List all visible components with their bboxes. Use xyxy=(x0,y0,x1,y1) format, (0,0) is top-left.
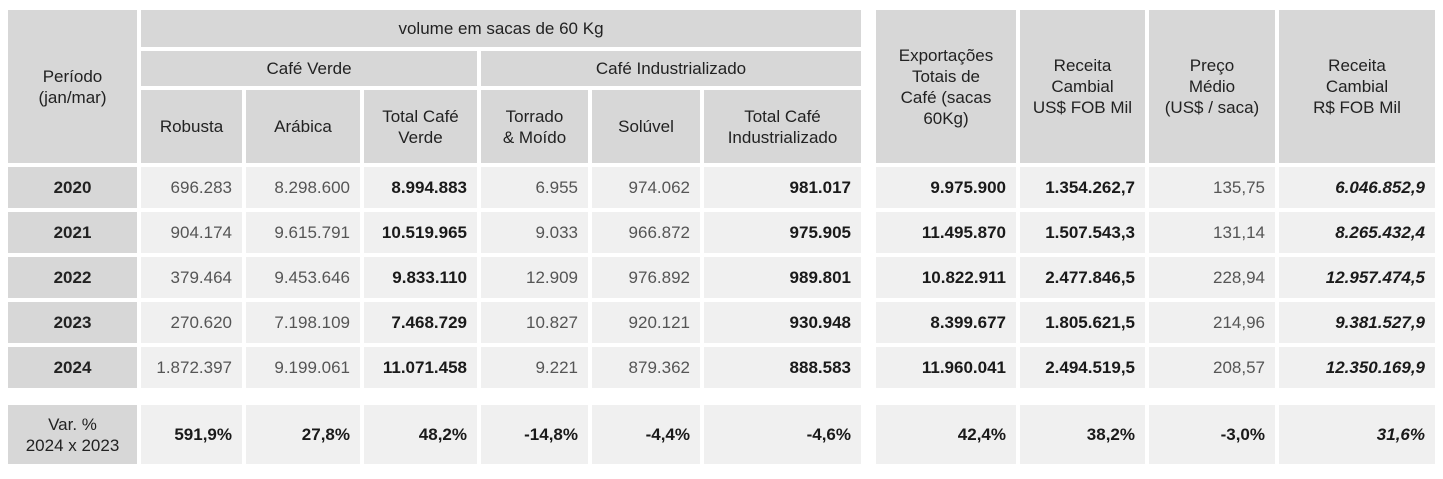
cell-robusta: 379.464 xyxy=(141,257,242,298)
cell-receita-brl: 6.046.852,9 xyxy=(1279,167,1435,208)
var-exportacoes: 42,4% xyxy=(876,405,1016,464)
header-arabica: Arábica xyxy=(246,90,360,163)
cell-total-verde: 8.994.883 xyxy=(364,167,477,208)
cell-arabica: 7.198.109 xyxy=(246,302,360,343)
cell-torrado: 6.955 xyxy=(481,167,588,208)
header-periodo: Período (jan/mar) xyxy=(8,10,137,163)
cell-robusta: 696.283 xyxy=(141,167,242,208)
header-total-cafe-industrializado: Total Café Industrializado xyxy=(704,90,861,163)
header-preco-medio: Preço Médio (US$ / saca) xyxy=(1149,10,1275,163)
cell-robusta: 270.620 xyxy=(141,302,242,343)
cell-total-industrializado: 975.905 xyxy=(704,212,861,253)
header-total-cafe-verde: Total Café Verde xyxy=(364,90,477,163)
cell-receita-usd: 1.507.543,3 xyxy=(1020,212,1145,253)
cell-preco: 135,75 xyxy=(1149,167,1275,208)
cell-receita-brl: 12.957.474,5 xyxy=(1279,257,1435,298)
var-arabica: 27,8% xyxy=(246,405,360,464)
cell-total-verde: 9.833.110 xyxy=(364,257,477,298)
cell-torrado: 9.221 xyxy=(481,347,588,388)
cell-preco: 214,96 xyxy=(1149,302,1275,343)
header-cafe-verde: Café Verde xyxy=(141,51,477,86)
cell-exportacoes: 10.822.911 xyxy=(876,257,1016,298)
cell-receita-usd: 2.477.846,5 xyxy=(1020,257,1145,298)
cell-preco: 208,57 xyxy=(1149,347,1275,388)
header-torrado-moido: Torrado & Moído xyxy=(481,90,588,163)
cell-robusta: 1.872.397 xyxy=(141,347,242,388)
var-receita-brl: 31,6% xyxy=(1279,405,1435,464)
cell-total-industrializado: 930.948 xyxy=(704,302,861,343)
cell-receita-brl: 9.381.527,9 xyxy=(1279,302,1435,343)
cell-total-industrializado: 981.017 xyxy=(704,167,861,208)
cell-soluvel: 974.062 xyxy=(592,167,700,208)
var-robusta: 591,9% xyxy=(141,405,242,464)
cell-receita-usd: 1.805.621,5 xyxy=(1020,302,1145,343)
cell-soluvel: 920.121 xyxy=(592,302,700,343)
cell-arabica: 9.615.791 xyxy=(246,212,360,253)
header-receita-cambial-usd: Receita Cambial US$ FOB Mil xyxy=(1020,10,1145,163)
row-year: 2024 xyxy=(8,347,137,388)
cell-arabica: 9.199.061 xyxy=(246,347,360,388)
cell-receita-usd: 1.354.262,7 xyxy=(1020,167,1145,208)
row-year: 2022 xyxy=(8,257,137,298)
header-receita-cambial-brl: Receita Cambial R$ FOB Mil xyxy=(1279,10,1435,163)
row-year: 2021 xyxy=(8,212,137,253)
cell-soluvel: 879.362 xyxy=(592,347,700,388)
cell-torrado: 10.827 xyxy=(481,302,588,343)
cell-robusta: 904.174 xyxy=(141,212,242,253)
header-exportacoes-totais: Exportações Totais de Café (sacas 60Kg) xyxy=(876,10,1016,163)
cell-preco: 228,94 xyxy=(1149,257,1275,298)
cell-receita-brl: 12.350.169,9 xyxy=(1279,347,1435,388)
var-preco: -3,0% xyxy=(1149,405,1275,464)
cell-torrado: 12.909 xyxy=(481,257,588,298)
header-cafe-industrializado: Café Industrializado xyxy=(481,51,861,86)
cell-total-verde: 10.519.965 xyxy=(364,212,477,253)
var-total-industrializado: -4,6% xyxy=(704,405,861,464)
cell-exportacoes: 8.399.677 xyxy=(876,302,1016,343)
cell-total-industrializado: 989.801 xyxy=(704,257,861,298)
cell-arabica: 9.453.646 xyxy=(246,257,360,298)
var-soluvel: -4,4% xyxy=(592,405,700,464)
cell-total-industrializado: 888.583 xyxy=(704,347,861,388)
header-volume: volume em sacas de 60 Kg xyxy=(141,10,861,47)
cell-torrado: 9.033 xyxy=(481,212,588,253)
cell-total-verde: 7.468.729 xyxy=(364,302,477,343)
cell-exportacoes: 11.495.870 xyxy=(876,212,1016,253)
header-robusta: Robusta xyxy=(141,90,242,163)
var-torrado: -14,8% xyxy=(481,405,588,464)
cell-exportacoes: 11.960.041 xyxy=(876,347,1016,388)
var-total-verde: 48,2% xyxy=(364,405,477,464)
cell-exportacoes: 9.975.900 xyxy=(876,167,1016,208)
cell-arabica: 8.298.600 xyxy=(246,167,360,208)
row-year: 2023 xyxy=(8,302,137,343)
cell-soluvel: 976.892 xyxy=(592,257,700,298)
var-receita-usd: 38,2% xyxy=(1020,405,1145,464)
row-year: 2020 xyxy=(8,167,137,208)
cell-total-verde: 11.071.458 xyxy=(364,347,477,388)
cell-soluvel: 966.872 xyxy=(592,212,700,253)
variation-label: Var. % 2024 x 2023 xyxy=(8,405,137,464)
header-soluvel: Solúvel xyxy=(592,90,700,163)
cell-receita-brl: 8.265.432,4 xyxy=(1279,212,1435,253)
cell-receita-usd: 2.494.519,5 xyxy=(1020,347,1145,388)
cell-preco: 131,14 xyxy=(1149,212,1275,253)
